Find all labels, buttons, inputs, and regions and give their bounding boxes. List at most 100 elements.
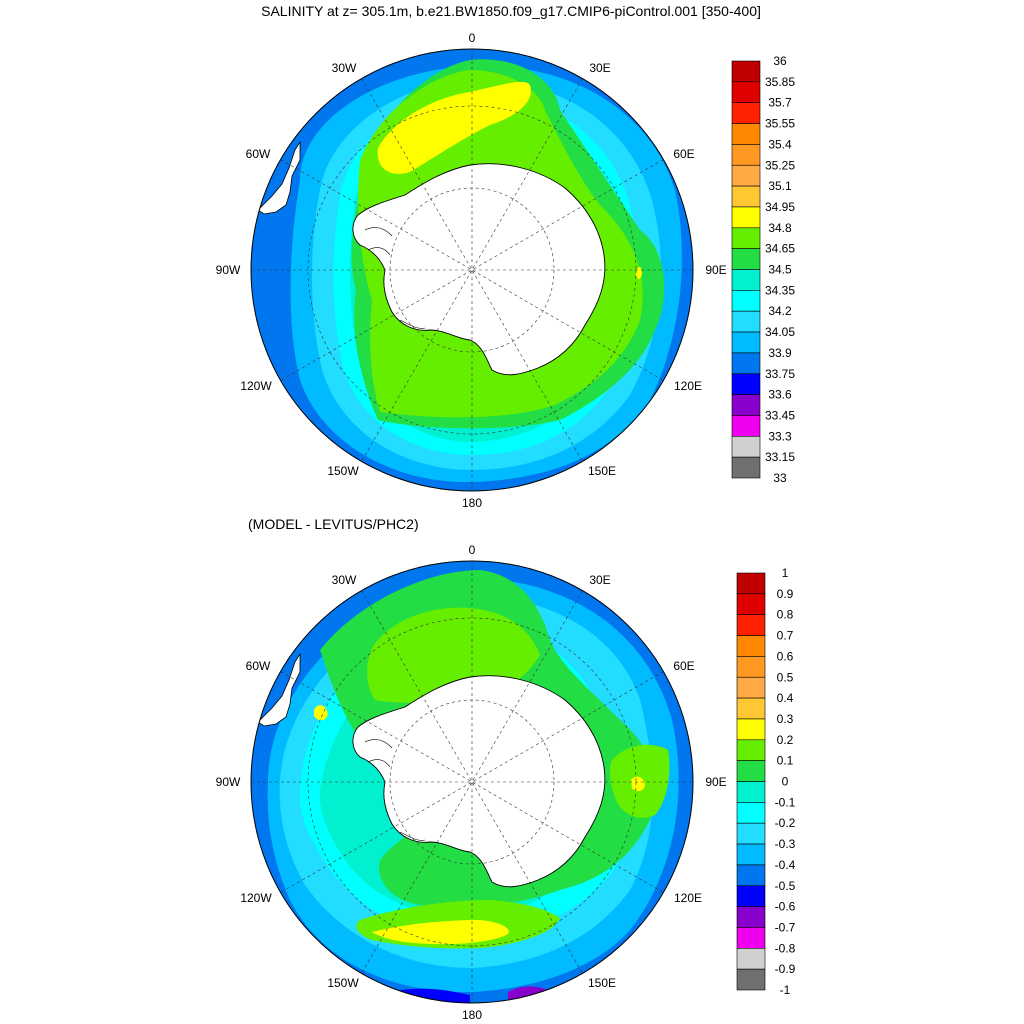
colorbar-swatch [736, 718, 766, 741]
colorbar-label: 0.4 [777, 691, 794, 705]
colorbar-label: 34.95 [765, 200, 795, 214]
antarctica [352, 163, 606, 376]
field-band [314, 705, 328, 721]
colorbar-swatch [736, 760, 766, 782]
colorbar-label: 0.3 [777, 712, 794, 726]
lon-label: 90E [705, 263, 726, 277]
coast-land [257, 140, 301, 215]
colorbar-label: 0.7 [777, 629, 794, 643]
colorbar-swatch [731, 373, 761, 395]
colorbar-swatch [736, 635, 766, 657]
colorbar-swatch [731, 102, 761, 124]
lon-labels-1: 0 30E 60E 90E 120E 150E 180 150W 120W 90… [216, 31, 727, 510]
colorbar-swatch [731, 456, 761, 479]
colorbar-label: 33.6 [768, 388, 792, 402]
colorbar-swatch [736, 676, 766, 699]
colorbar-swatch [731, 185, 761, 208]
colorbar-label: 0.9 [777, 587, 794, 601]
colorbar-swatch [736, 843, 766, 866]
lon-label: 150W [327, 464, 359, 478]
antarctica [352, 675, 606, 888]
lon-label: 30W [332, 573, 357, 587]
lon-label: 60E [673, 147, 694, 161]
colorbar-swatch [731, 435, 761, 458]
coast-land [257, 652, 301, 727]
colorbar-swatch [736, 822, 766, 845]
lon-label: 120W [240, 891, 272, 905]
colorbar-swatch [736, 656, 766, 678]
colorbar-swatch [731, 290, 761, 312]
colorbar-label: 36 [773, 54, 787, 68]
colorbar-label: 0.2 [777, 733, 794, 747]
colorbar-label: 35.4 [768, 137, 792, 151]
field-band [372, 920, 509, 945]
lon-label: 60W [246, 147, 271, 161]
colorbar-label: 35.55 [765, 117, 795, 131]
colorbar-swatch [731, 269, 761, 291]
colorbar-swatch [736, 968, 766, 991]
lon-label: 0 [469, 543, 476, 557]
colorbar-label: 1 [782, 566, 789, 580]
lon-label: 30E [589, 61, 610, 75]
colorbar-swatch [736, 802, 766, 824]
colorbar-swatch [736, 927, 766, 949]
colorbar-swatch [731, 60, 761, 83]
colorbar-swatch [731, 352, 761, 375]
lon-label: 150E [588, 464, 616, 478]
lon-label: 60W [246, 659, 271, 673]
colorbar-label: 35.85 [765, 75, 795, 89]
lon-label: 120E [674, 379, 702, 393]
colorbar-label: 0.1 [777, 754, 794, 768]
colorbar-swatch [736, 593, 766, 615]
colorbar-label: 0.8 [777, 608, 794, 622]
lon-label: 90W [216, 775, 241, 789]
lon-label: 120E [674, 891, 702, 905]
field-band [631, 776, 645, 792]
lon-label: 180 [462, 496, 482, 510]
panel2-title: (MODEL - LEVITUS/PHC2) [248, 516, 419, 532]
colorbar-swatch [736, 572, 766, 595]
colorbar-label: 35.1 [768, 179, 792, 193]
colorbar-swatch [731, 206, 761, 229]
colorbar-swatch [736, 614, 766, 636]
colorbar-swatch [736, 739, 766, 761]
colorbar-swatch [731, 248, 761, 270]
colorbar-label: 34.35 [765, 283, 795, 297]
colorbar-swatch [731, 144, 761, 166]
colorbar-label: -0.6 [775, 900, 796, 914]
graticule [251, 561, 693, 1003]
colorbar-swatch [731, 227, 761, 249]
colorbar-swatch [731, 164, 761, 187]
colorbar-label: 34.05 [765, 325, 795, 339]
lon-label: 60E [673, 659, 694, 673]
field-band [377, 81, 531, 174]
colorbar-label: 35.25 [765, 158, 795, 172]
colorbar-label: 0.5 [777, 670, 794, 684]
colorbar-label: 33 [773, 471, 787, 485]
colorbar-swatch [731, 310, 761, 333]
colorbar-label: 33.45 [765, 408, 795, 422]
graticule [251, 49, 693, 491]
lon-label: 150W [327, 976, 359, 990]
lon-label: 150E [588, 976, 616, 990]
colorbar-label: -0.5 [775, 879, 796, 893]
colorbar-label: 33.15 [765, 450, 795, 464]
colorbar-label: -0.2 [775, 816, 796, 830]
colorbar-label: 33.75 [765, 367, 795, 381]
colorbar-label: 34.5 [768, 263, 792, 277]
colorbar-swatch [731, 81, 761, 103]
lon-label: 120W [240, 379, 272, 393]
colorbar-label: 33.9 [768, 346, 792, 360]
lon-label: 0 [469, 31, 476, 45]
difference-map: 0 30E 60E 90E 120E 150E 180 150W 120W 90… [216, 543, 727, 1022]
colorbar-swatch [731, 415, 761, 437]
colorbar-swatch [736, 947, 766, 970]
colorbar-label: 35.7 [768, 96, 792, 110]
colorbar-label: -0.1 [775, 795, 796, 809]
colorbar-label: 34.2 [768, 304, 792, 318]
colorbar-label: -0.3 [775, 837, 796, 851]
lon-label: 30E [589, 573, 610, 587]
colorbar-swatch [736, 906, 766, 928]
colorbar-label: -0.4 [775, 858, 796, 872]
